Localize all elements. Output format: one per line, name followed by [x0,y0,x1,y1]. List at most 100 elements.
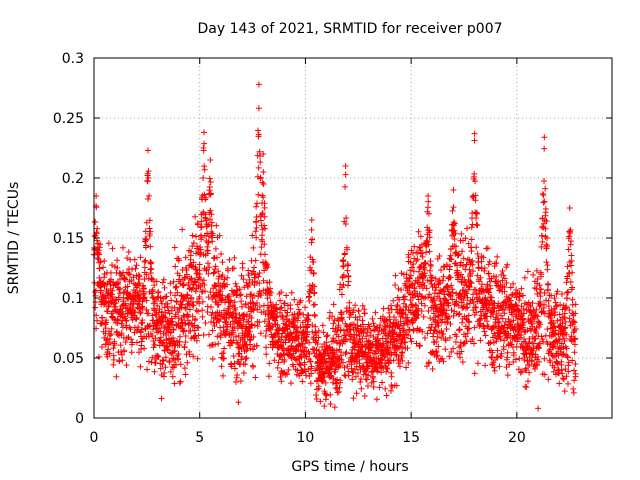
data-point [350,321,357,328]
data-point [352,302,359,309]
data-point [349,376,356,383]
data-point [292,356,299,363]
data-point [99,343,106,350]
data-point [486,289,493,296]
data-point [543,235,550,242]
data-point [266,319,273,326]
data-point [458,231,465,238]
data-point [505,315,512,322]
data-point [489,349,496,356]
data-point [541,134,548,141]
data-point [487,285,494,292]
data-point [510,317,517,324]
data-point [571,367,578,374]
data-point [259,179,266,186]
data-point [93,230,100,237]
data-point [278,304,285,311]
data-point [444,319,451,326]
data-point [387,320,394,327]
data-point [241,338,248,345]
data-point [439,277,446,284]
data-point [395,285,402,292]
data-point [425,307,432,314]
data-point [144,366,151,373]
data-point [412,280,419,287]
data-point [105,303,112,310]
data-point [450,312,457,319]
data-point [469,336,476,343]
data-point [364,383,371,390]
data-point [533,330,540,337]
data-point [458,271,465,278]
data-point [201,140,208,147]
data-point [192,315,199,322]
data-point [110,356,117,363]
data-point [329,313,336,320]
data-point [425,210,432,217]
data-point [448,307,455,314]
data-point [494,347,501,354]
data-point [266,304,273,311]
data-point [195,332,202,339]
data-point [438,266,445,273]
data-point [290,319,297,326]
data-point [568,252,575,259]
y-tick-label: 0.3 [62,51,84,67]
data-point [442,346,449,353]
data-point [547,359,554,366]
data-point [119,244,126,251]
data-point [109,314,116,321]
data-point [182,371,189,378]
data-point [567,238,574,245]
data-point [541,355,548,362]
data-point [375,331,382,338]
data-point [153,278,160,285]
data-point [438,334,445,341]
data-point [200,129,207,136]
data-point [525,299,532,306]
data-point [386,344,393,351]
data-point [442,337,449,344]
data-point [346,305,353,312]
data-point [194,221,201,228]
data-point [206,264,213,271]
data-point [474,222,481,229]
data-point [413,340,420,347]
data-point [182,254,189,261]
data-point [162,309,169,316]
data-point [506,361,513,368]
data-point [220,372,227,379]
data-point [418,300,425,307]
data-point [409,264,416,271]
data-point [252,374,259,381]
data-point [504,349,511,356]
data-point [154,352,161,359]
data-point [277,305,284,312]
data-point [309,322,316,329]
data-point [185,279,192,286]
data-point [471,340,478,347]
data-point [151,298,158,305]
data-point [566,306,573,313]
data-points [90,81,579,412]
data-point [400,300,407,307]
data-point [205,233,212,240]
data-point [443,310,450,317]
data-point [134,300,141,307]
data-point [354,316,361,323]
data-point [464,304,471,311]
data-point [209,232,216,239]
data-point [462,305,469,312]
data-point [307,358,314,365]
data-point [563,373,570,380]
data-point [104,308,111,315]
data-point [401,293,408,300]
data-point [419,249,426,256]
data-point [508,341,515,348]
data-point [277,297,284,304]
data-point [313,396,320,403]
data-point [392,282,399,289]
data-point [295,314,302,321]
data-point [230,353,237,360]
data-point [136,349,143,356]
